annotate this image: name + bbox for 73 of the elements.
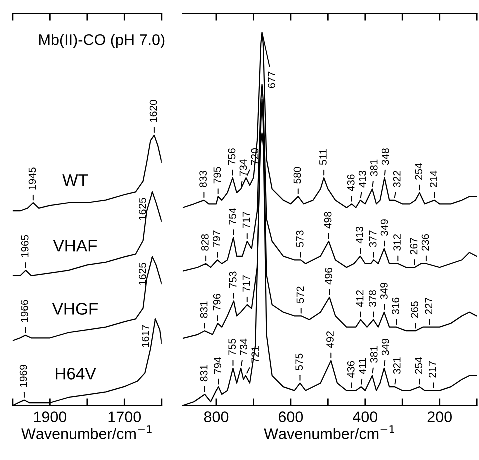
annotation: 381 bbox=[370, 346, 378, 363]
annotation: 496 bbox=[325, 268, 332, 285]
annotation: 254 bbox=[415, 357, 423, 374]
series-label: VHGF bbox=[52, 303, 98, 315]
annotation: 492 bbox=[326, 332, 334, 348]
annotation: 254 bbox=[415, 163, 423, 180]
annotation: 754 bbox=[229, 208, 236, 225]
annotation: 498 bbox=[324, 212, 332, 229]
annotation: 677 bbox=[268, 72, 276, 88]
x-axis-title: Wavenumber/cm$^{−1}$ bbox=[264, 426, 394, 440]
annotation: 217 bbox=[428, 361, 436, 378]
annotation: 436 bbox=[347, 174, 355, 192]
annotation: 572 bbox=[296, 286, 304, 304]
x-tick-label: 600 bbox=[278, 412, 304, 422]
annotation: 348 bbox=[382, 148, 390, 166]
annotation: 322 bbox=[393, 171, 401, 188]
annotation: 580 bbox=[294, 167, 302, 184]
annotation: 413 bbox=[358, 171, 366, 188]
annotation: 1625 bbox=[138, 263, 146, 285]
annotation: 316 bbox=[392, 298, 400, 314]
annotation: 721 bbox=[252, 346, 259, 363]
annotation: 265 bbox=[411, 302, 418, 318]
annotation: 377 bbox=[369, 230, 377, 248]
annotation: 1945 bbox=[28, 168, 36, 190]
annotation: 227 bbox=[425, 298, 432, 314]
x-tick-label: 800 bbox=[204, 412, 229, 422]
annotation: 1969 bbox=[20, 365, 28, 388]
annotation: 413 bbox=[356, 226, 364, 244]
x-axis-title: Wavenumber/cm$^{−1}$ bbox=[22, 426, 152, 440]
annotation: 717 bbox=[242, 276, 250, 292]
x-tick-label: 1700 bbox=[108, 412, 142, 422]
annotation: 833 bbox=[200, 171, 207, 188]
annotation: 1625 bbox=[138, 198, 146, 220]
annotation: 436 bbox=[347, 361, 355, 378]
annotation: 1965 bbox=[21, 235, 29, 258]
annotation: 573 bbox=[296, 230, 304, 248]
annotation: 795 bbox=[214, 167, 222, 184]
annotation: 349 bbox=[380, 220, 388, 236]
annotation: 575 bbox=[296, 354, 304, 370]
series-label: VHAF bbox=[53, 240, 98, 252]
annotation: 1966 bbox=[21, 300, 28, 322]
annotation: 734 bbox=[240, 160, 248, 176]
annotation: 214 bbox=[430, 170, 438, 188]
annotation: 794 bbox=[214, 357, 222, 374]
annotation: 411 bbox=[359, 358, 366, 374]
series-label: H64V bbox=[56, 368, 96, 380]
annotation: 236 bbox=[422, 234, 430, 251]
annotation: 412 bbox=[356, 290, 364, 308]
annotation: 267 bbox=[410, 238, 418, 255]
annotation: 1620 bbox=[150, 100, 158, 122]
annotation: 349 bbox=[382, 339, 390, 356]
annotation: 734 bbox=[240, 338, 248, 356]
annotation: 831 bbox=[200, 302, 208, 318]
annotation: 756 bbox=[228, 148, 236, 165]
annotation: 1617 bbox=[142, 325, 150, 348]
annotation: 312 bbox=[394, 234, 401, 251]
x-tick-label: 400 bbox=[353, 412, 378, 422]
annotation: 349 bbox=[380, 283, 388, 300]
annotation: 378 bbox=[369, 290, 376, 307]
annotation: 755 bbox=[228, 338, 236, 356]
annotation: 828 bbox=[201, 234, 209, 251]
x-tick-label: 1900 bbox=[34, 412, 67, 422]
annotation: 511 bbox=[320, 149, 327, 166]
annotation: 321 bbox=[393, 358, 401, 374]
annotation: 831 bbox=[200, 365, 208, 382]
annotation: 753 bbox=[229, 272, 237, 288]
chart-title: Mb(II)-CO (pH 7.0) bbox=[40, 34, 165, 48]
annotation: 381 bbox=[370, 160, 378, 176]
annotation: 797 bbox=[213, 230, 220, 248]
annotation: 796 bbox=[213, 294, 221, 311]
annotation: 717 bbox=[242, 212, 250, 228]
series-label: WT bbox=[62, 174, 88, 186]
x-tick-label: 200 bbox=[428, 412, 452, 422]
